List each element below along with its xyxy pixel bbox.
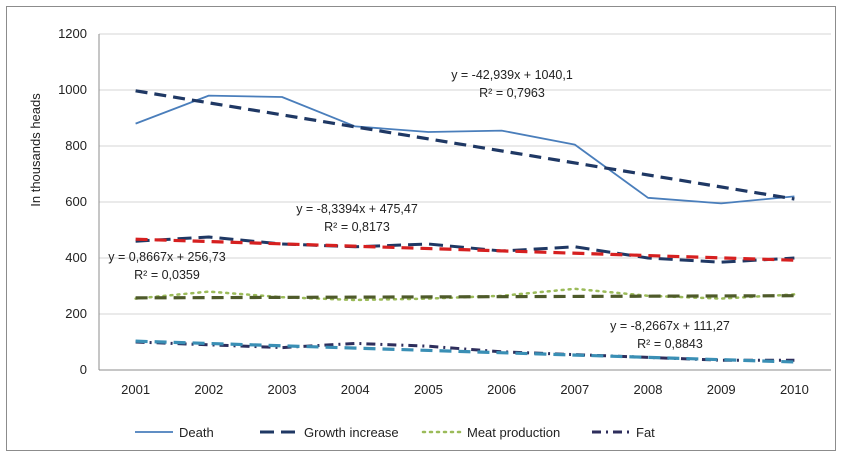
y-tick-label: 400 [65, 250, 87, 265]
trendline-r-squared: R² = 0,8843 [637, 337, 703, 351]
x-tick-label: 2006 [487, 382, 516, 397]
trendline-growth-increase [135, 237, 795, 262]
x-tick-labels: 2001 2002 2003 2004 2005 2006 2007 2008 2009 2010 [121, 382, 809, 397]
x-tick-label: 2002 [194, 382, 223, 397]
y-axis-title: In thousands heads [28, 93, 43, 207]
axes [98, 34, 831, 371]
x-tick-label: 2001 [121, 382, 150, 397]
trendline-fat [135, 339, 795, 364]
legend-label: Death [179, 425, 214, 440]
gridlines [99, 33, 831, 315]
x-tick-label: 2004 [341, 382, 370, 397]
trendline-equation: y = -8,3394x + 475,47 [296, 202, 418, 216]
trendline-r-squared: R² = 0,0359 [134, 268, 200, 282]
trendline-meat-production [135, 294, 795, 300]
trendlines [135, 89, 795, 364]
x-tick-label: 2007 [560, 382, 589, 397]
x-tick-label: 2008 [634, 382, 663, 397]
legend-label: Growth increase [304, 425, 399, 440]
trendline-death [135, 89, 795, 201]
trendline-equations: y = -42,939x + 1040,1 R² = 0,7963 y = -8,3… [108, 68, 730, 351]
x-tick-label: 2005 [414, 382, 443, 397]
series-line-death [135, 94, 795, 205]
y-tick-labels: 0 200 400 600 800 1000 1200 [58, 26, 87, 377]
chart-frame: 0 200 400 600 800 1000 1200 2001 2002 2003 2004 20… [6, 6, 836, 451]
y-tick-label: 1000 [58, 82, 87, 97]
x-tick-label: 2010 [780, 382, 809, 397]
y-tick-label: 0 [80, 362, 87, 377]
y-tick-label: 800 [65, 138, 87, 153]
trendline-r-squared: R² = 0,7963 [479, 86, 545, 100]
y-tick-label: 1200 [58, 26, 87, 41]
legend-label: Fat [636, 425, 655, 440]
y-tick-label: 600 [65, 194, 87, 209]
legend: Death Growth increase Meat production Fat [135, 425, 655, 440]
trendline-r-squared: R² = 0,8173 [324, 220, 390, 234]
legend-label: Meat production [467, 425, 560, 440]
y-tick-label: 200 [65, 306, 87, 321]
x-tick-label: 2009 [707, 382, 736, 397]
trendline-equation: y = 0,8667x + 256,73 [108, 250, 226, 264]
series-line-fat [135, 340, 795, 362]
trendline-equation: y = -8,2667x + 111,27 [610, 319, 730, 333]
series-line-growth-increase [135, 235, 795, 264]
trendline-equation: y = -42,939x + 1040,1 [451, 68, 573, 82]
x-tick-label: 2003 [268, 382, 297, 397]
